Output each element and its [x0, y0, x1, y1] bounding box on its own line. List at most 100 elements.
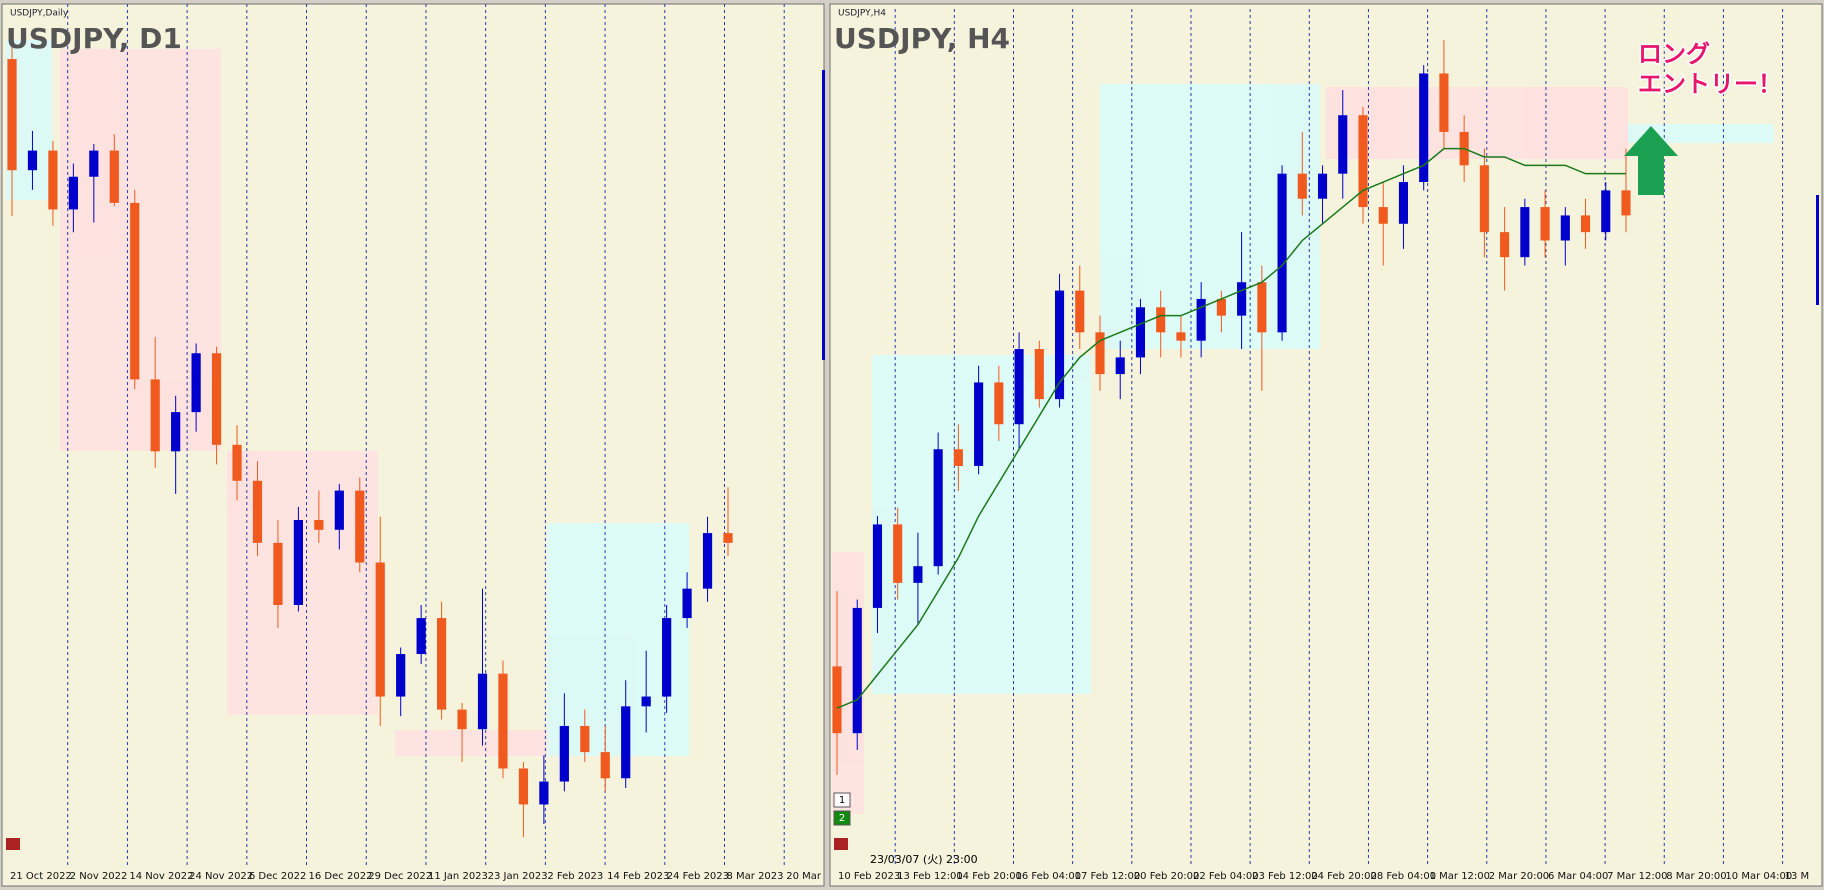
candle-body [457, 709, 467, 730]
candle-body [191, 353, 201, 413]
time-label: 6 Mar 04:00 [1548, 871, 1608, 882]
candle-body [953, 449, 963, 466]
time-label: 13 M [1785, 871, 1810, 882]
time-label: 24 Nov 2022 [189, 871, 253, 882]
entry-arrow [1624, 126, 1678, 195]
candle-body [1601, 190, 1611, 233]
candle-body [334, 490, 344, 530]
time-label: 7 Mar 12:00 [1607, 871, 1667, 882]
candle-body [994, 382, 1004, 425]
time-label: 2 Mar 20:00 [1489, 871, 1549, 882]
candle-body [273, 542, 283, 605]
candle-body [1520, 207, 1530, 258]
candle-body [1580, 215, 1591, 233]
candle-body [1196, 298, 1206, 341]
zone [1326, 87, 1628, 159]
zone [395, 730, 547, 756]
icon [6, 838, 20, 850]
time-label: 10 Feb 2023 [838, 871, 900, 882]
candle-body [518, 768, 529, 805]
time-label: 14 Nov 2022 [129, 871, 193, 882]
candle-body [933, 449, 943, 567]
candle-body [580, 725, 590, 753]
zone [1100, 84, 1320, 349]
candle-body [682, 588, 692, 619]
candle-body [1216, 298, 1226, 316]
candle-body [702, 533, 713, 589]
candle-body [1115, 357, 1125, 375]
candle-body [150, 379, 160, 452]
candle-body [832, 666, 842, 734]
candle-body [1176, 332, 1186, 341]
icon [834, 838, 848, 850]
candle-body [89, 150, 99, 177]
time-label: 20 Mar [786, 871, 822, 882]
candle-body [1500, 232, 1510, 258]
time-label: 24 Feb 20:00 [1311, 871, 1377, 882]
candle-body [1237, 282, 1247, 316]
candle-body [559, 725, 569, 782]
time-label: 8 Mar 2023 [726, 871, 783, 882]
candle-body [68, 176, 78, 210]
candle-body [1621, 190, 1631, 216]
candle-body [396, 654, 406, 697]
crosshair-time: 23/03/07 (火) 23:00 [870, 853, 978, 866]
candle-body [1560, 215, 1570, 241]
time-label: 17 Feb 12:00 [1075, 871, 1141, 882]
candle-body [477, 673, 488, 730]
chart-title: USDJPY, H4 [834, 22, 1010, 55]
candle-body [1277, 173, 1287, 333]
candle-body [416, 618, 426, 655]
candle-body [539, 781, 549, 805]
time-label: 10 Mar 04:00 [1725, 871, 1792, 882]
candle-body [27, 150, 38, 171]
candle-body [109, 150, 119, 203]
window-button[interactable] [833, 792, 851, 808]
annotation: ロング [1638, 40, 1710, 68]
candle-body [872, 524, 883, 608]
time-label: 14 Feb 2023 [607, 871, 669, 882]
candle-body [1014, 349, 1024, 425]
candle-body [232, 444, 242, 481]
scroll-marker [1816, 195, 1819, 305]
candle-body [1439, 73, 1449, 132]
candle-body [1257, 282, 1267, 333]
candle-body [893, 524, 903, 583]
time-label: 14 Feb 20:00 [956, 871, 1022, 882]
candle-body [1338, 115, 1348, 174]
window-button[interactable] [833, 810, 851, 826]
candle-body [1034, 349, 1044, 400]
window-label: USDJPY,Daily [10, 9, 69, 19]
candle-body [1156, 307, 1166, 333]
candle-body [130, 202, 140, 380]
candle-body [1398, 182, 1409, 224]
candle-body [314, 520, 324, 530]
zone [1628, 124, 1774, 143]
candle-body [375, 562, 385, 697]
window-button-label[interactable]: 1 [839, 795, 845, 806]
candle-body [1378, 207, 1388, 224]
candle-body [436, 618, 447, 710]
candle-body [852, 607, 862, 734]
time-label: 24 Feb 2023 [667, 871, 729, 882]
candle-body [662, 618, 672, 697]
time-label: 2 Feb 2023 [547, 871, 603, 882]
time-label: 16 Feb 04:00 [1015, 871, 1081, 882]
time-label: 2 Nov 2022 [70, 871, 128, 882]
candle-body [1317, 173, 1328, 199]
candle-body [1297, 173, 1307, 199]
candle-body [974, 382, 984, 466]
window-button-label[interactable]: 2 [839, 813, 845, 824]
annotation: エントリー！ [1638, 70, 1782, 98]
time-label: 11 Jan 2023 [428, 871, 488, 882]
chart-title: USDJPY, D1 [6, 22, 182, 55]
candle-body [1095, 332, 1105, 375]
time-label: 1 Mar 12:00 [1430, 871, 1490, 882]
candle-body [1135, 307, 1146, 358]
candle-body [621, 706, 631, 779]
scroll-marker [822, 70, 825, 360]
candle-body [723, 533, 733, 543]
candle-body [1075, 290, 1085, 333]
candle-body [1358, 115, 1368, 208]
